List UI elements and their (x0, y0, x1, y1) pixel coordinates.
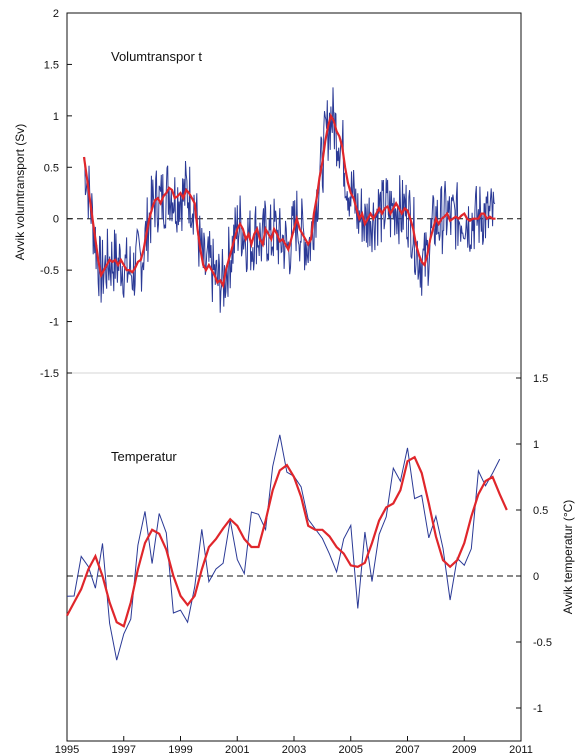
x-tick-label: 2001 (225, 744, 249, 756)
top-panel: Volumtranspor t -1.5 -1 -0.5 0 0.5 1 1.5 2 Avvi… (13, 8, 521, 380)
top-y-tick-label: 0 (53, 214, 59, 226)
top-y-tick-label: 2 (53, 8, 59, 20)
bottom-panel-title: Temperatur (111, 449, 177, 464)
bottom-smooth-series-line (66, 455, 508, 628)
x-tick-label: 1995 (55, 744, 79, 756)
bottom-raw-series-line (66, 434, 501, 661)
top-panel-title: Volumtranspor t (111, 49, 202, 64)
x-tick-label: 2003 (282, 744, 306, 756)
top-y-tick-label: 1 (53, 111, 59, 123)
top-y-axis-label: Avvik volumtransport (Sv) (13, 124, 27, 260)
top-smooth-series-line (82, 112, 496, 289)
bottom-y-tick-label: 1.5 (533, 373, 548, 385)
plot-frame (66, 12, 522, 742)
top-y-tick-label: 0.5 (44, 162, 59, 174)
x-tick-label: 1999 (168, 744, 192, 756)
bottom-panel: Temperatur -1 -0.5 0 0.5 1 1.5 Avvik temperat… (66, 373, 575, 715)
x-tick-label: 1997 (112, 744, 136, 756)
bottom-y-axis-label: Avvik temperatur (°C) (561, 500, 575, 615)
x-tick-label: 2005 (339, 744, 363, 756)
bottom-y-tick-label: -0.5 (533, 637, 552, 649)
x-tick-label: 2007 (395, 744, 419, 756)
top-y-tick-label: 1.5 (44, 59, 59, 71)
bottom-y-tick-label: -1 (533, 703, 543, 715)
top-y-tick-label: -1.5 (40, 368, 59, 380)
top-y-axis-ticks: -1.5 -1 -0.5 0 0.5 1 1.5 2 (40, 8, 72, 380)
bottom-y-tick-label: 0.5 (533, 505, 548, 517)
top-y-tick-label: -0.5 (40, 265, 59, 277)
x-tick-label: 2009 (452, 744, 476, 756)
x-axis-ticks: 1995 1997 1999 2001 2003 2005 2007 2009 2011 (55, 736, 533, 756)
x-tick-label: 2011 (509, 744, 533, 756)
top-raw-series-line (83, 87, 496, 313)
top-y-tick-label: -1 (49, 317, 59, 329)
bottom-y-tick-label: 1 (533, 439, 539, 451)
bottom-y-axis-ticks: -1 -0.5 0 0.5 1 1.5 (516, 373, 552, 715)
bottom-y-tick-label: 0 (533, 571, 539, 583)
